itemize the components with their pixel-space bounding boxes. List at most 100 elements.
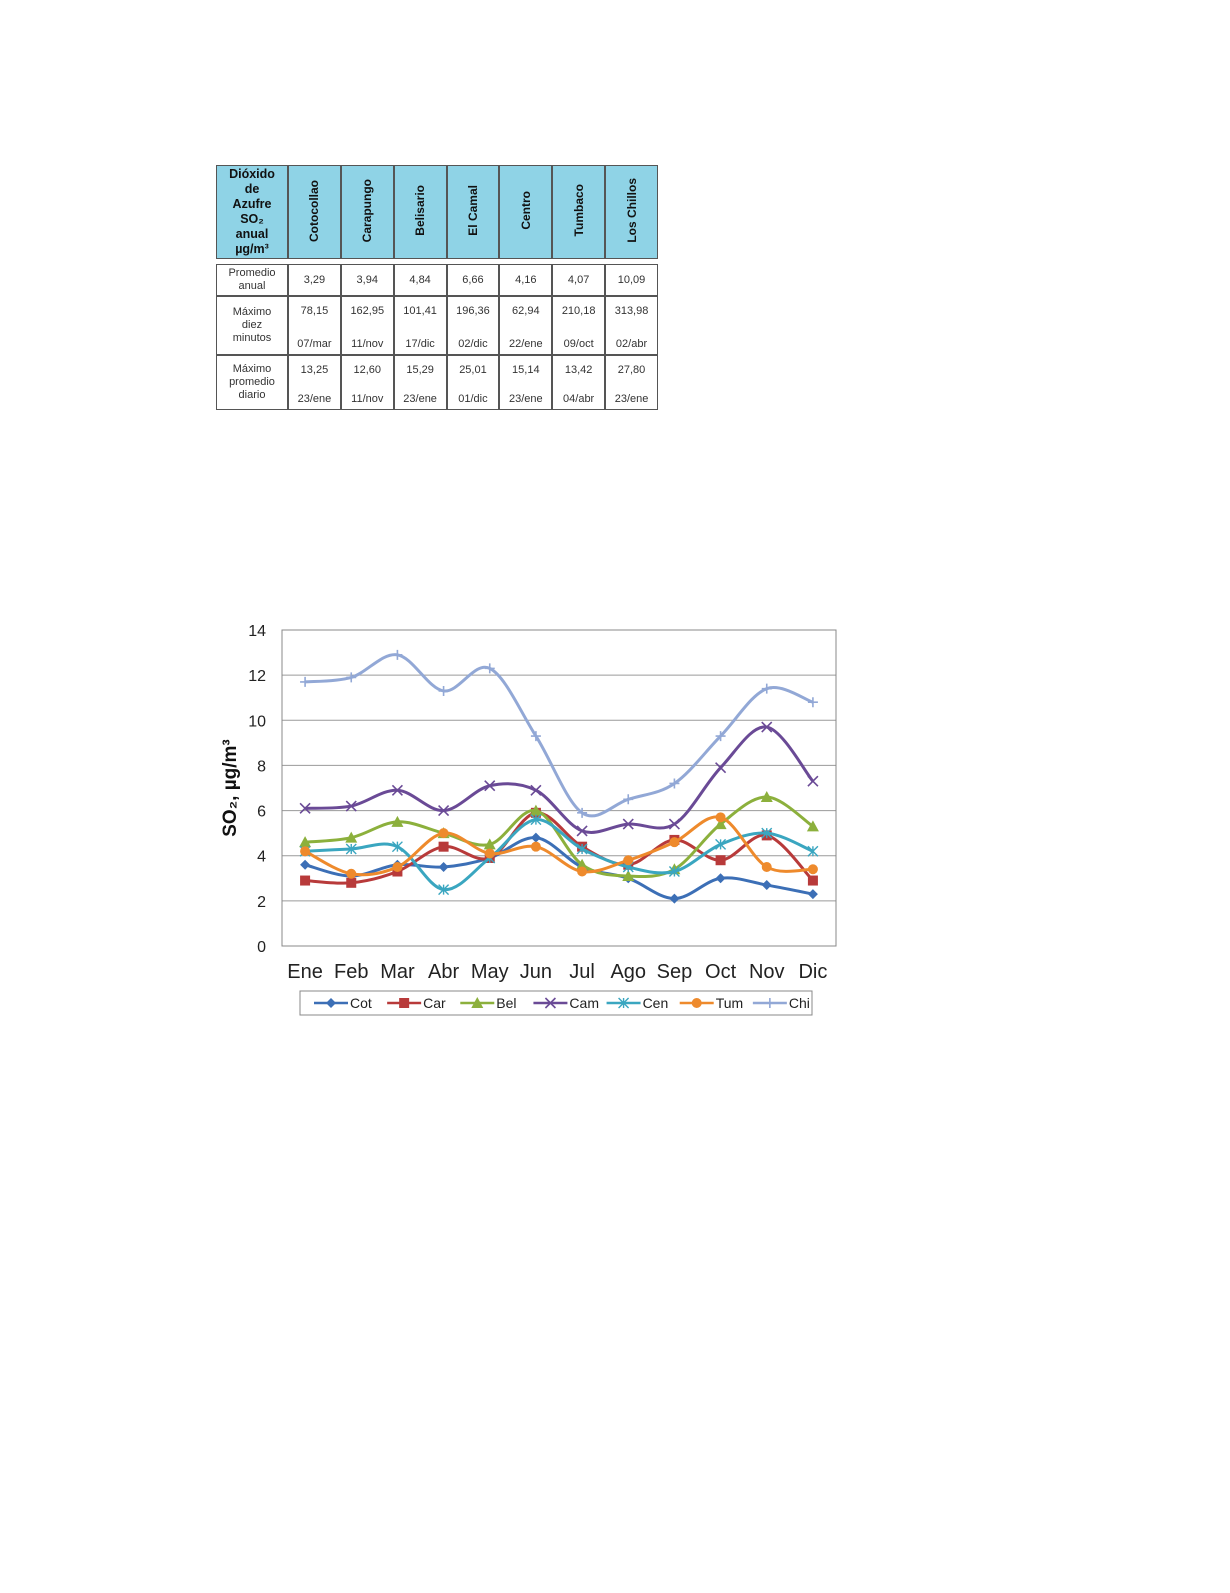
triangle-marker (391, 815, 404, 827)
y-tick-label: 12 (248, 668, 266, 685)
legend-label: Bel (496, 995, 516, 1011)
circle-marker (807, 864, 818, 875)
square-marker (807, 875, 818, 886)
chart-series (299, 649, 819, 904)
corner-line: Azufre (232, 197, 272, 211)
circle-marker (530, 841, 541, 852)
table-cell: 4,07 (552, 264, 606, 297)
square-marker (715, 855, 726, 866)
x-tick-label: Ene (287, 961, 323, 983)
plus-marker (623, 794, 634, 805)
corner-line: µg/m³ (235, 242, 269, 256)
corner-line: Dióxido (229, 167, 275, 181)
x-tick-label: May (471, 961, 509, 983)
table-cell: 27,80 23/ene (605, 354, 658, 410)
circle-marker (392, 862, 403, 872)
x-marker (668, 818, 680, 830)
x-marker (345, 800, 357, 812)
table-cell: 4,84 (393, 264, 447, 297)
y-tick-label: 10 (248, 713, 266, 730)
legend-label: Cam (569, 995, 599, 1011)
plus-marker (300, 676, 311, 687)
triangle-marker (714, 818, 727, 830)
table-cell: 15,29 23/ene (393, 354, 447, 410)
x-marker (438, 805, 450, 817)
x-marker (576, 825, 588, 837)
x-tick-label: Jun (520, 961, 552, 983)
star-marker (438, 884, 450, 896)
table-cell: 62,94 22/ene (499, 296, 553, 355)
so2-monthly-line-chart: 0 2 4 6 8 10 12 14 Ene Feb Mar Abr May Jun Jul Ago Sep O… (220, 623, 837, 1016)
table-cell: 3,29 (288, 264, 341, 297)
row-label: Máximo promedio diario (216, 354, 288, 410)
station-header: Belisario (393, 165, 447, 259)
star-marker (715, 838, 727, 850)
x-tick-label: Sep (657, 961, 693, 983)
plus-marker (807, 697, 818, 708)
station-header: Carapungo (340, 165, 394, 259)
table-cell: 25,01 01/dic (446, 354, 500, 410)
table-cell: 13,25 23/ene (288, 354, 341, 410)
corner-line: SO₂ (240, 212, 264, 226)
station-header: Centro (499, 165, 553, 259)
triangle-marker (576, 858, 589, 870)
x-tick-label: Nov (749, 961, 785, 983)
corner-line: anual (235, 227, 269, 241)
legend-item: Chi (752, 995, 810, 1011)
x-marker (530, 784, 542, 796)
square-marker (300, 875, 311, 886)
plot-area-frame (281, 629, 837, 947)
star-marker (391, 841, 403, 853)
chart-legend: Cot Car Bel Cam Cen Tum Chi (299, 990, 813, 1016)
table-cell: 162,95 11/nov (340, 296, 394, 355)
station-header: Tumbaco (552, 165, 606, 259)
star-marker (618, 997, 630, 1009)
star-marker (807, 845, 819, 857)
row-label: Promedio anual (216, 264, 288, 297)
circle-marker (438, 828, 449, 839)
table-cell: 210,18 09/oct (552, 296, 606, 355)
x-marker (391, 784, 403, 796)
legend-item: Bel (460, 995, 517, 1011)
series-tum (300, 812, 818, 879)
table-cell: 10,09 (605, 264, 658, 297)
table-cell: 6,66 (446, 264, 500, 297)
triangle-marker (622, 870, 635, 882)
table-row: Máximo diez minutos 78,15 07/mar 162,95 11… (216, 296, 658, 355)
plus-marker (764, 998, 775, 1008)
table-cell: 12,60 11/nov (340, 354, 394, 410)
series-line (304, 836, 814, 901)
triangle-marker (529, 804, 542, 816)
y-tick-label: 8 (257, 758, 266, 775)
x-tick-label: Jul (569, 961, 595, 983)
plus-marker (484, 663, 495, 674)
diamond-marker (326, 998, 336, 1008)
diamond-marker (669, 893, 680, 904)
circle-marker (691, 998, 702, 1008)
chart-grid (282, 674, 836, 902)
diamond-marker (438, 862, 449, 872)
legend-item: Tum (679, 995, 743, 1011)
legend-item: Car (387, 995, 446, 1011)
legend-item: Cot (314, 995, 372, 1011)
triangle-marker (760, 791, 773, 803)
table-cell: 15,14 23/ene (499, 354, 553, 410)
square-marker (438, 841, 449, 852)
y-tick-label: 4 (257, 849, 266, 866)
x-marker (299, 802, 311, 814)
square-marker (399, 998, 410, 1008)
table-row: Promedio anual 3,29 3,94 4,84 6,66 4,16 … (216, 264, 658, 297)
table-corner-header: Dióxido de Azufre SO₂ anual µg/m³ (216, 165, 288, 259)
diamond-marker (807, 889, 818, 900)
diamond-marker (715, 873, 726, 884)
series-car (300, 807, 818, 888)
series-chi (300, 649, 818, 818)
circle-marker (484, 848, 495, 859)
x-tick-label: Dic (798, 961, 827, 983)
table-cell: 101,41 17/dic (393, 296, 447, 355)
x-tick-label: Ago (610, 961, 646, 983)
legend-label: Car (423, 995, 446, 1011)
y-axis-label: SO₂, µg/m³ (220, 739, 241, 837)
series-line (304, 653, 814, 818)
series-line (305, 818, 814, 892)
